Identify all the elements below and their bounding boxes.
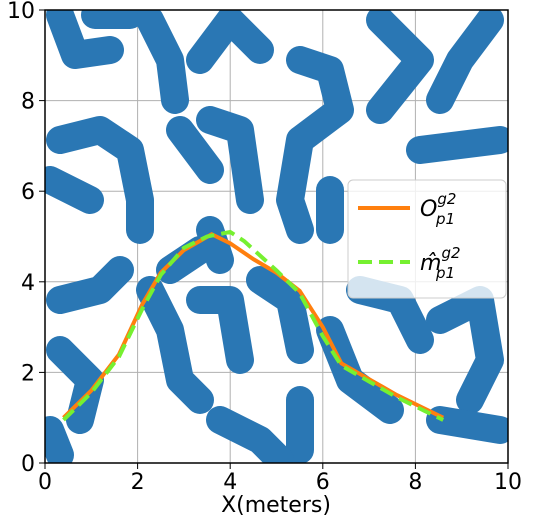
x-tick-label: 0 xyxy=(38,470,52,495)
series-line xyxy=(62,229,445,422)
legend-sup: g2 xyxy=(437,190,456,208)
legend-sub: p1 xyxy=(435,210,455,228)
plot-frame xyxy=(44,9,509,464)
y-tick-label: 8 xyxy=(21,90,35,115)
series-line xyxy=(62,231,445,420)
legend-label: Og2 p1 xyxy=(420,190,456,228)
x-tick-label: 10 xyxy=(494,470,522,495)
legend-name: m̂ xyxy=(420,251,441,276)
legend-sub: p1 xyxy=(435,264,455,282)
y-tick-label: 0 xyxy=(21,452,35,477)
legend-name: O xyxy=(420,197,437,222)
y-tick-label: 6 xyxy=(21,180,35,205)
x-axis-label: X(meters) xyxy=(221,493,331,518)
lines xyxy=(62,229,445,422)
legend-sup: g2 xyxy=(441,244,460,262)
obstacle-map xyxy=(45,10,508,463)
y-tick-label: 2 xyxy=(21,361,35,386)
x-tick-label: 6 xyxy=(316,470,330,495)
y-tick-label: 4 xyxy=(21,271,35,296)
y-tick-label: 10 xyxy=(7,0,35,24)
legend: Og2 p1m̂g2 p1 xyxy=(347,179,507,299)
x-tick-label: 2 xyxy=(131,470,145,495)
x-tick-label: 4 xyxy=(223,470,237,495)
legend-label: m̂g2 p1 xyxy=(420,244,461,282)
x-tick-label: 8 xyxy=(408,470,422,495)
